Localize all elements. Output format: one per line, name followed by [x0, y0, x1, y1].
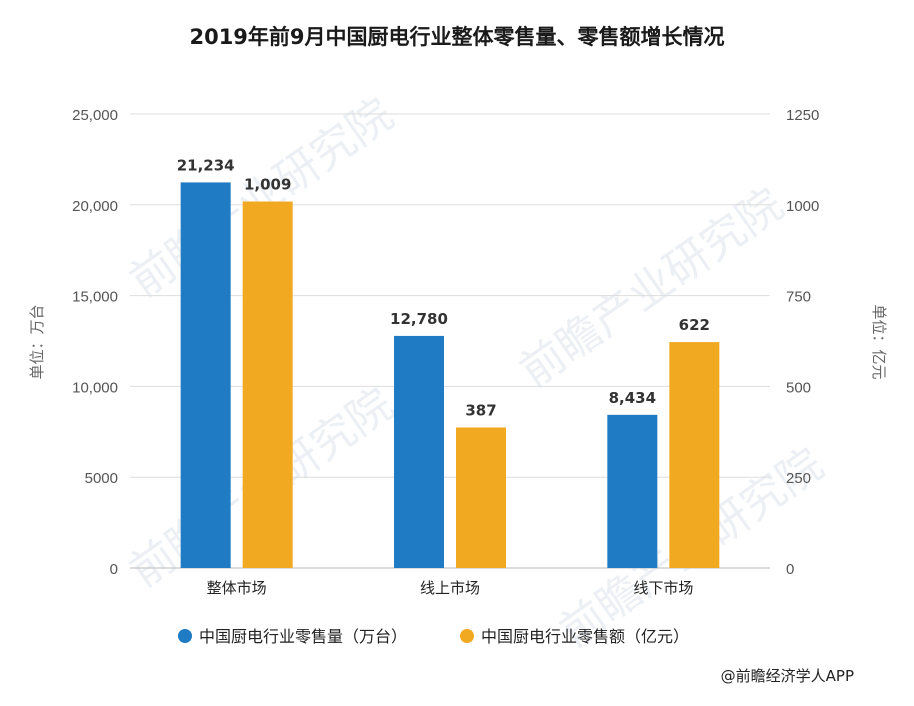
legend: 中国厨电行业零售量（万台） 中国厨电行业零售额（亿元） [178, 627, 689, 646]
left-axis-ticks: 0 5000 10,000 15,000 20,000 25,000 [72, 107, 118, 578]
bar-value [242, 201, 293, 569]
legend-label-value: 中国厨电行业零售额（亿元） [481, 627, 689, 646]
legend-marker-volume [178, 629, 192, 643]
right-axis-ticks: 0 250 500 750 1000 1250 [786, 107, 819, 578]
right-axis-label: 单位：亿元 [870, 304, 888, 379]
right-tick-label: 1250 [786, 107, 819, 124]
data-label: 8,434 [609, 389, 656, 407]
bar-value [456, 427, 506, 568]
left-tick-label: 25,000 [72, 107, 118, 124]
category-labels: 整体市场 线上市场 线下市场 [207, 579, 694, 597]
left-tick-label: 20,000 [72, 198, 118, 215]
data-label: 387 [465, 401, 496, 419]
right-tick-label: 500 [786, 379, 811, 396]
left-tick-label: 10,000 [72, 379, 118, 396]
data-label: 622 [679, 316, 710, 334]
category-label: 线上市场 [420, 579, 480, 597]
left-tick-label: 5000 [85, 470, 118, 487]
source-credit: @前瞻经济学人APP [721, 667, 854, 685]
left-axis-label: 单位：万台 [28, 304, 46, 379]
bar-volume [607, 414, 658, 568]
category-label: 整体市场 [207, 579, 267, 597]
bar-value [669, 342, 720, 568]
legend-label-volume: 中国厨电行业零售量（万台） [199, 627, 407, 646]
category-label: 线下市场 [633, 579, 693, 597]
data-label: 21,234 [177, 156, 235, 174]
bar-volume [180, 182, 231, 568]
bar-group [180, 182, 720, 569]
grid-lines [130, 113, 770, 569]
chart-title: 2019年前9月中国厨电行业整体零售量、零售额增长情况 [189, 25, 724, 49]
bar-volume [394, 335, 444, 568]
watermark-text: 前瞻产业研究院 [511, 179, 793, 397]
right-tick-label: 250 [786, 470, 811, 487]
left-tick-label: 0 [110, 561, 118, 578]
right-tick-label: 750 [786, 289, 811, 306]
legend-marker-value [460, 629, 474, 643]
data-label: 12,780 [390, 310, 448, 328]
data-label: 1,009 [244, 176, 291, 194]
right-tick-label: 0 [786, 561, 794, 578]
left-tick-label: 15,000 [72, 289, 118, 306]
right-tick-label: 1000 [786, 198, 819, 215]
value-labels: 21,234 1,009 12,780 387 8,434 622 [177, 156, 710, 419]
